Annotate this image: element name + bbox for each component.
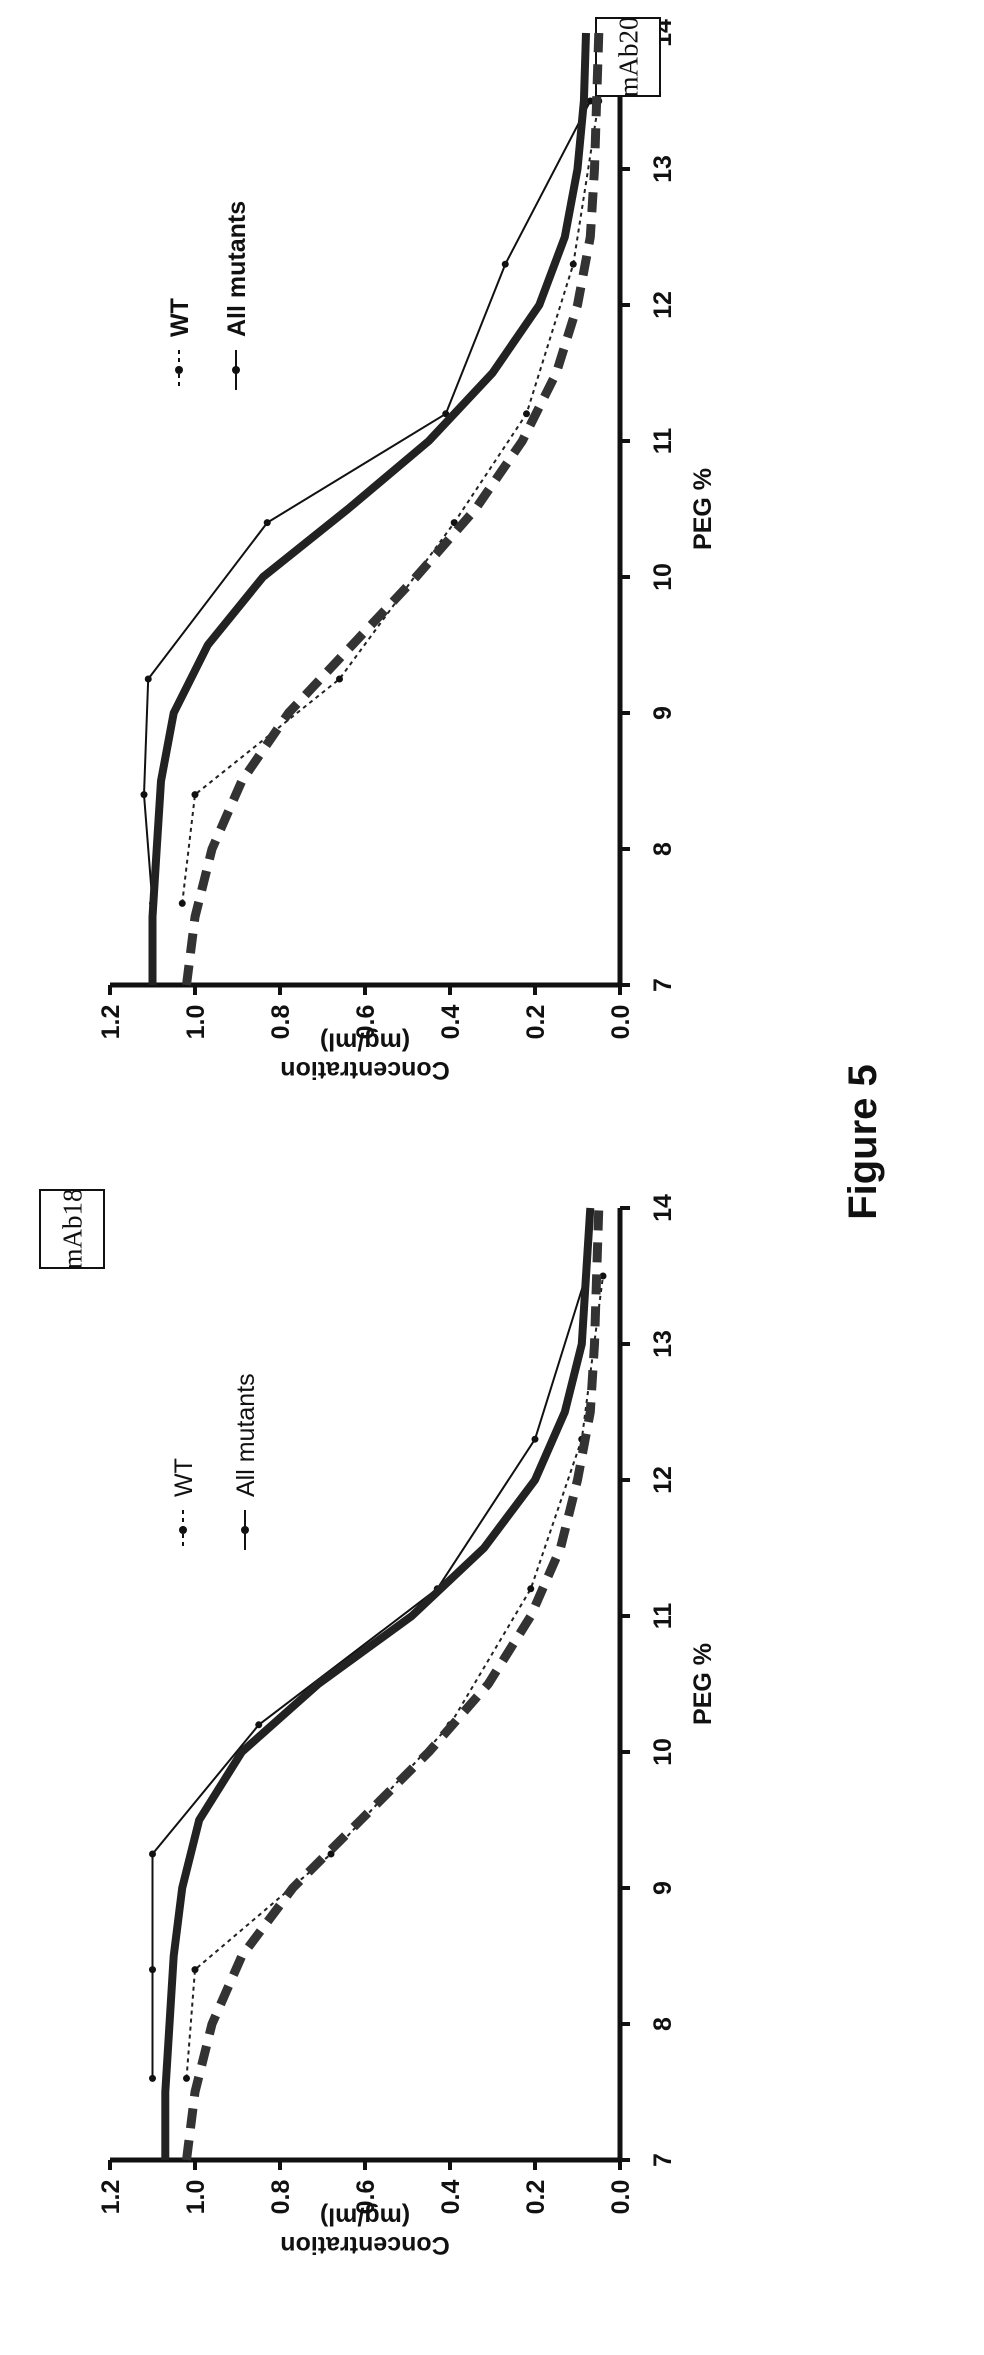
x-tick-label: 7 xyxy=(649,978,677,992)
x-axis-title: PEG % xyxy=(689,1643,717,1725)
figure-caption: Figure 5 xyxy=(841,1064,885,1220)
x-tick-label: 14 xyxy=(649,1194,677,1222)
series-line-thick-dashed-fit xyxy=(182,32,604,986)
data-point xyxy=(586,97,594,105)
series-line-thick-solid-fit xyxy=(148,32,590,985)
panel-title: mAb18 xyxy=(57,1189,87,1270)
y-tick-label: 1.2 xyxy=(97,1005,125,1040)
data-point xyxy=(527,1585,535,1593)
data-point xyxy=(149,1966,156,1974)
y-axis-title-line: Concentration xyxy=(280,2231,449,2259)
x-tick-label: 12 xyxy=(649,1466,677,1494)
x-tick-label: 9 xyxy=(649,1881,677,1895)
y-tick-label: 1.0 xyxy=(182,1005,210,1040)
x-tick-label: 10 xyxy=(649,1738,677,1766)
y-tick-label: 0.0 xyxy=(607,2180,635,2215)
data-point xyxy=(149,2074,156,2082)
legend-marker xyxy=(175,366,183,374)
data-point xyxy=(263,519,271,527)
data-point xyxy=(450,519,458,527)
y-tick-label: 0.8 xyxy=(267,2180,295,2215)
y-tick-label: 1.2 xyxy=(97,2180,125,2215)
y-tick-label: 0.2 xyxy=(522,2180,550,2215)
legend-marker xyxy=(179,1526,187,1534)
series-line-thick-dashed-fit xyxy=(182,1207,604,2161)
x-tick-label: 8 xyxy=(649,842,677,856)
data-point xyxy=(255,1721,263,1729)
x-tick-label: 11 xyxy=(649,1603,677,1630)
y-tick-label: 0.6 xyxy=(352,1005,380,1040)
y-axis-title: Concentration(mg/ml) xyxy=(280,1027,449,1084)
legend-label: All mutants xyxy=(232,1373,260,1497)
y-tick-label: 0.2 xyxy=(522,1005,550,1040)
series-line-solid-markers xyxy=(151,1275,587,2079)
y-tick-label: 0.4 xyxy=(437,1005,465,1040)
x-tick-label: 11 xyxy=(649,428,677,455)
x-tick-label: 10 xyxy=(649,563,677,591)
data-point xyxy=(149,1850,156,1858)
data-point xyxy=(336,675,343,683)
data-point xyxy=(191,791,199,799)
x-tick-label: 13 xyxy=(649,1330,677,1358)
data-point xyxy=(599,1272,607,1280)
x-tick-label: 7 xyxy=(649,2153,677,2167)
y-axis-title: Concentration(mg/ml) xyxy=(280,2202,449,2259)
legend-label: WT xyxy=(170,1458,198,1497)
legend-label: All mutants xyxy=(223,201,251,337)
panel-mab18: 7 8 9 10 11 12 13 14 0.0 0.2 0.4 0.6 0.8 1.0 1.2 PEG % C… xyxy=(39,1189,717,2259)
data-point xyxy=(569,260,577,268)
data-point xyxy=(183,2074,190,2082)
legend-marker xyxy=(241,1526,249,1534)
data-point xyxy=(523,410,530,418)
data-point xyxy=(144,675,152,683)
panel-title: mAb20 xyxy=(613,17,643,98)
x-tick-label: 8 xyxy=(649,2017,677,2031)
series-line-thick-solid-fit xyxy=(161,1207,595,2160)
y-axis-title-unit: (mg/ml) xyxy=(320,2202,410,2230)
x-tick-label: 9 xyxy=(649,706,677,720)
data-point xyxy=(531,1435,539,1443)
data-point xyxy=(140,791,148,799)
y-tick-label: 0.6 xyxy=(352,2180,380,2215)
x-tick-label: 12 xyxy=(649,291,677,319)
x-tick-label: 13 xyxy=(649,155,677,183)
data-point xyxy=(327,1850,335,1858)
y-axis-title-unit: (mg/ml) xyxy=(320,1027,410,1055)
panel-title-box xyxy=(39,1189,105,1269)
data-point xyxy=(501,260,509,268)
data-point xyxy=(191,1966,199,1974)
panel-title-box xyxy=(595,17,661,97)
y-tick-label: 0.0 xyxy=(607,1005,635,1040)
y-axis-title-line: Concentration xyxy=(280,1056,449,1084)
data-point xyxy=(178,899,186,907)
x-axis-title: PEG % xyxy=(689,468,717,550)
legend-label: WT xyxy=(166,298,194,337)
y-tick-label: 1.0 xyxy=(182,2180,210,2215)
legend-marker xyxy=(232,366,240,374)
y-tick-label: 0.4 xyxy=(437,2180,465,2215)
y-tick-label: 0.8 xyxy=(267,1005,295,1040)
